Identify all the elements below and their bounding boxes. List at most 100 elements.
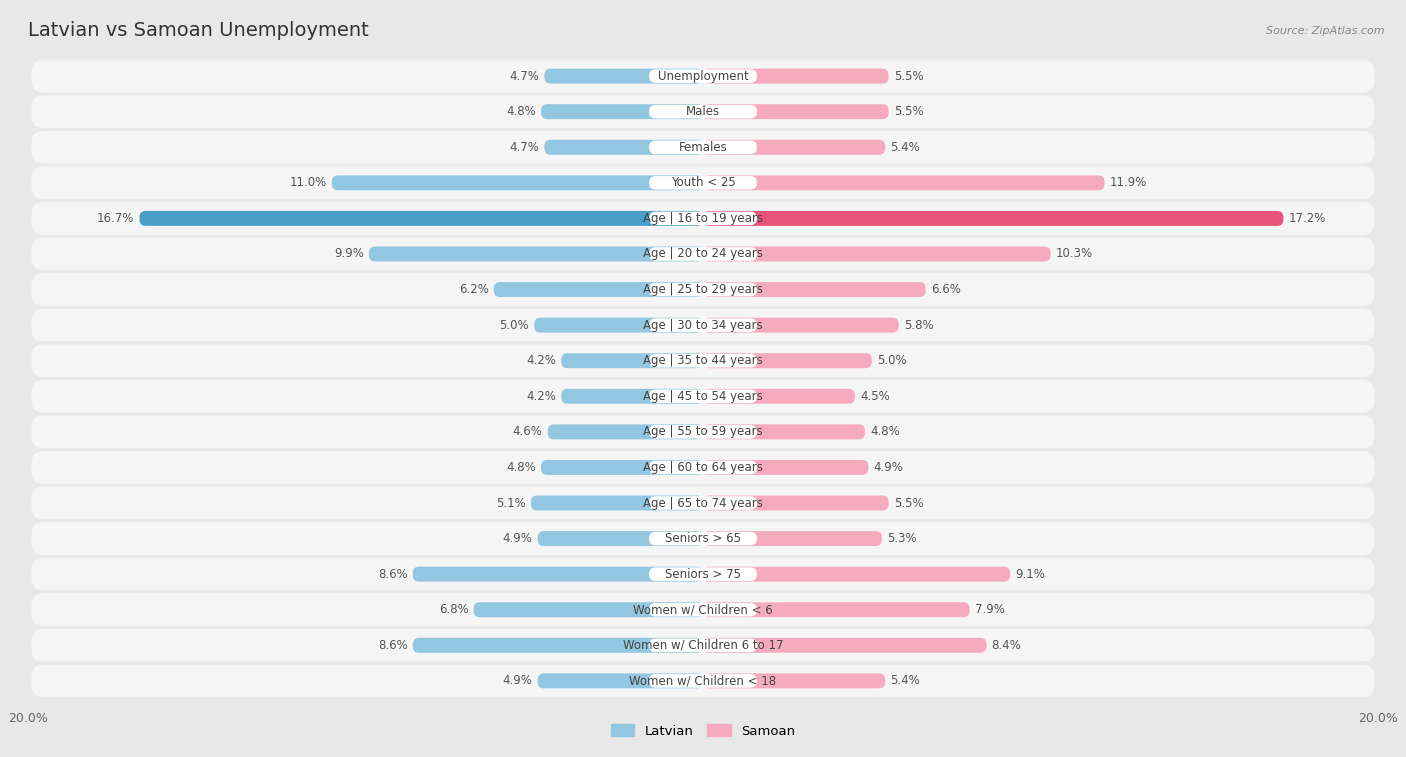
FancyBboxPatch shape xyxy=(703,211,1284,226)
Text: Males: Males xyxy=(686,105,720,118)
Text: 16.7%: 16.7% xyxy=(97,212,135,225)
FancyBboxPatch shape xyxy=(561,354,703,368)
FancyBboxPatch shape xyxy=(703,567,1010,581)
Text: 4.9%: 4.9% xyxy=(873,461,903,474)
FancyBboxPatch shape xyxy=(703,282,925,297)
FancyBboxPatch shape xyxy=(703,104,889,119)
Text: 4.7%: 4.7% xyxy=(509,141,540,154)
Text: 5.1%: 5.1% xyxy=(496,497,526,509)
Text: 4.8%: 4.8% xyxy=(506,461,536,474)
FancyBboxPatch shape xyxy=(703,638,987,653)
Text: 6.8%: 6.8% xyxy=(439,603,468,616)
FancyBboxPatch shape xyxy=(650,532,756,545)
Text: 5.4%: 5.4% xyxy=(890,141,920,154)
Text: Age | 30 to 34 years: Age | 30 to 34 years xyxy=(643,319,763,332)
FancyBboxPatch shape xyxy=(31,451,1375,484)
FancyBboxPatch shape xyxy=(548,425,703,439)
FancyBboxPatch shape xyxy=(650,674,756,687)
Legend: Latvian, Samoan: Latvian, Samoan xyxy=(606,719,800,743)
FancyBboxPatch shape xyxy=(703,318,898,332)
FancyBboxPatch shape xyxy=(31,167,1375,199)
FancyBboxPatch shape xyxy=(31,416,1375,448)
FancyBboxPatch shape xyxy=(31,95,1375,128)
FancyBboxPatch shape xyxy=(561,389,703,403)
Text: Age | 45 to 54 years: Age | 45 to 54 years xyxy=(643,390,763,403)
FancyBboxPatch shape xyxy=(31,60,1375,92)
Text: 6.2%: 6.2% xyxy=(458,283,489,296)
Text: 4.2%: 4.2% xyxy=(526,390,557,403)
FancyBboxPatch shape xyxy=(541,104,703,119)
FancyBboxPatch shape xyxy=(703,460,869,475)
FancyBboxPatch shape xyxy=(31,131,1375,164)
Text: Age | 55 to 59 years: Age | 55 to 59 years xyxy=(643,425,763,438)
Text: Age | 65 to 74 years: Age | 65 to 74 years xyxy=(643,497,763,509)
Text: Unemployment: Unemployment xyxy=(658,70,748,83)
Text: Age | 16 to 19 years: Age | 16 to 19 years xyxy=(643,212,763,225)
FancyBboxPatch shape xyxy=(31,558,1375,590)
FancyBboxPatch shape xyxy=(31,522,1375,555)
FancyBboxPatch shape xyxy=(31,665,1375,697)
Text: Seniors > 65: Seniors > 65 xyxy=(665,532,741,545)
Text: 11.0%: 11.0% xyxy=(290,176,326,189)
Text: Females: Females xyxy=(679,141,727,154)
FancyBboxPatch shape xyxy=(332,176,703,190)
Text: 8.4%: 8.4% xyxy=(991,639,1021,652)
FancyBboxPatch shape xyxy=(31,238,1375,270)
Text: 5.0%: 5.0% xyxy=(877,354,907,367)
FancyBboxPatch shape xyxy=(544,140,703,154)
Text: 4.8%: 4.8% xyxy=(870,425,900,438)
FancyBboxPatch shape xyxy=(537,531,703,546)
FancyBboxPatch shape xyxy=(650,603,756,616)
FancyBboxPatch shape xyxy=(703,176,1105,190)
Text: 6.6%: 6.6% xyxy=(931,283,960,296)
Text: 8.6%: 8.6% xyxy=(378,639,408,652)
FancyBboxPatch shape xyxy=(650,176,756,189)
Text: 5.5%: 5.5% xyxy=(894,497,924,509)
FancyBboxPatch shape xyxy=(650,283,756,296)
Text: 5.5%: 5.5% xyxy=(894,70,924,83)
Text: 4.5%: 4.5% xyxy=(860,390,890,403)
FancyBboxPatch shape xyxy=(650,105,756,118)
FancyBboxPatch shape xyxy=(650,354,756,367)
FancyBboxPatch shape xyxy=(703,389,855,403)
FancyBboxPatch shape xyxy=(703,140,886,154)
FancyBboxPatch shape xyxy=(703,496,889,510)
FancyBboxPatch shape xyxy=(31,380,1375,413)
Text: 10.3%: 10.3% xyxy=(1056,248,1092,260)
Text: 17.2%: 17.2% xyxy=(1288,212,1326,225)
Text: 4.7%: 4.7% xyxy=(509,70,540,83)
Text: Age | 60 to 64 years: Age | 60 to 64 years xyxy=(643,461,763,474)
Text: Age | 35 to 44 years: Age | 35 to 44 years xyxy=(643,354,763,367)
Text: 4.2%: 4.2% xyxy=(526,354,557,367)
Text: 5.4%: 5.4% xyxy=(890,674,920,687)
Text: 11.9%: 11.9% xyxy=(1109,176,1147,189)
FancyBboxPatch shape xyxy=(650,497,756,509)
FancyBboxPatch shape xyxy=(703,603,970,617)
FancyBboxPatch shape xyxy=(650,319,756,332)
Text: Seniors > 75: Seniors > 75 xyxy=(665,568,741,581)
Text: 4.8%: 4.8% xyxy=(506,105,536,118)
FancyBboxPatch shape xyxy=(650,212,756,225)
FancyBboxPatch shape xyxy=(31,487,1375,519)
Text: 5.5%: 5.5% xyxy=(894,105,924,118)
Text: 7.9%: 7.9% xyxy=(974,603,1004,616)
FancyBboxPatch shape xyxy=(650,461,756,474)
FancyBboxPatch shape xyxy=(139,211,703,226)
FancyBboxPatch shape xyxy=(650,248,756,260)
Text: Age | 20 to 24 years: Age | 20 to 24 years xyxy=(643,248,763,260)
FancyBboxPatch shape xyxy=(703,69,889,83)
Text: Age | 25 to 29 years: Age | 25 to 29 years xyxy=(643,283,763,296)
FancyBboxPatch shape xyxy=(31,344,1375,377)
Text: 4.6%: 4.6% xyxy=(513,425,543,438)
Text: 5.3%: 5.3% xyxy=(887,532,917,545)
Text: 5.0%: 5.0% xyxy=(499,319,529,332)
FancyBboxPatch shape xyxy=(31,593,1375,626)
FancyBboxPatch shape xyxy=(537,674,703,688)
FancyBboxPatch shape xyxy=(650,390,756,403)
FancyBboxPatch shape xyxy=(531,496,703,510)
FancyBboxPatch shape xyxy=(474,603,703,617)
FancyBboxPatch shape xyxy=(413,638,703,653)
Text: Latvian vs Samoan Unemployment: Latvian vs Samoan Unemployment xyxy=(28,21,368,40)
FancyBboxPatch shape xyxy=(703,354,872,368)
Text: Youth < 25: Youth < 25 xyxy=(671,176,735,189)
